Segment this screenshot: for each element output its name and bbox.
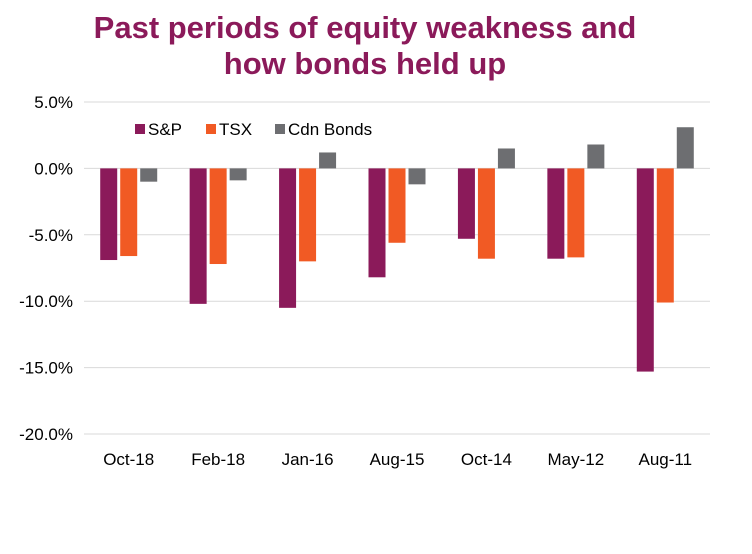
- x-tick-label: Aug-11: [639, 450, 693, 469]
- legend-label: TSX: [219, 120, 252, 139]
- legend-label: Cdn Bonds: [288, 120, 372, 139]
- legend-swatch: [135, 124, 145, 134]
- bars: [100, 127, 694, 372]
- legend: S&P TSX Cdn Bonds: [135, 120, 372, 139]
- bar-cdn-bonds-may-12: [587, 144, 605, 169]
- y-tick-label: -10.0%: [19, 292, 73, 311]
- x-tick-label: May-12: [548, 450, 605, 469]
- bar-cdn-bonds-aug-11: [676, 127, 694, 169]
- bar-cdn-bonds-jan-16: [319, 152, 337, 169]
- x-tick-label: Jan-16: [282, 450, 334, 469]
- y-axis-ticks: 5.0% 0.0% -5.0% -10.0% -15.0% -20.0%: [19, 93, 73, 444]
- bar-tsx-aug-15: [388, 168, 406, 243]
- bar-s-p-aug-11: [636, 168, 654, 372]
- y-tick-label: 5.0%: [34, 93, 73, 112]
- bar-tsx-oct-18: [120, 168, 138, 257]
- bar-cdn-bonds-feb-18: [229, 168, 247, 181]
- chart-title-line-1: Past periods of equity weakness and: [93, 10, 637, 45]
- bar-tsx-aug-11: [656, 168, 674, 303]
- legend-swatch: [275, 124, 285, 134]
- gridlines: [84, 101, 710, 435]
- x-tick-label: Aug-15: [370, 450, 425, 469]
- bar-cdn-bonds-oct-14: [497, 148, 515, 169]
- bar-s-p-may-12: [547, 168, 565, 259]
- legend-swatch: [206, 124, 216, 134]
- y-tick-label: -5.0%: [29, 226, 73, 245]
- bar-tsx-may-12: [567, 168, 585, 258]
- chart-title-line-2: how bonds held up: [223, 46, 507, 81]
- y-tick-label: -15.0%: [19, 359, 73, 378]
- x-tick-label: Oct-14: [461, 450, 512, 469]
- y-tick-label: -20.0%: [19, 425, 73, 444]
- x-tick-label: Oct-18: [103, 450, 154, 469]
- x-axis-ticks: Oct-18 Feb-18 Jan-16 Aug-15 Oct-14 May-12 Aug-…: [103, 450, 692, 469]
- x-tick-label: Feb-18: [191, 450, 245, 469]
- bar-s-p-aug-15: [368, 168, 386, 278]
- bar-tsx-oct-14: [477, 168, 495, 259]
- bar-cdn-bonds-oct-18: [140, 168, 158, 182]
- bar-s-p-jan-16: [279, 168, 297, 308]
- bar-s-p-feb-18: [189, 168, 207, 304]
- y-tick-label: 0.0%: [34, 159, 73, 178]
- bar-tsx-feb-18: [209, 168, 227, 265]
- bar-tsx-jan-16: [299, 168, 317, 262]
- legend-label: S&P: [148, 120, 182, 139]
- bar-cdn-bonds-aug-15: [408, 168, 426, 185]
- chart-title: Past periods of equity weakness and how …: [0, 10, 730, 82]
- bar-s-p-oct-14: [457, 168, 475, 239]
- bar-s-p-oct-18: [100, 168, 118, 261]
